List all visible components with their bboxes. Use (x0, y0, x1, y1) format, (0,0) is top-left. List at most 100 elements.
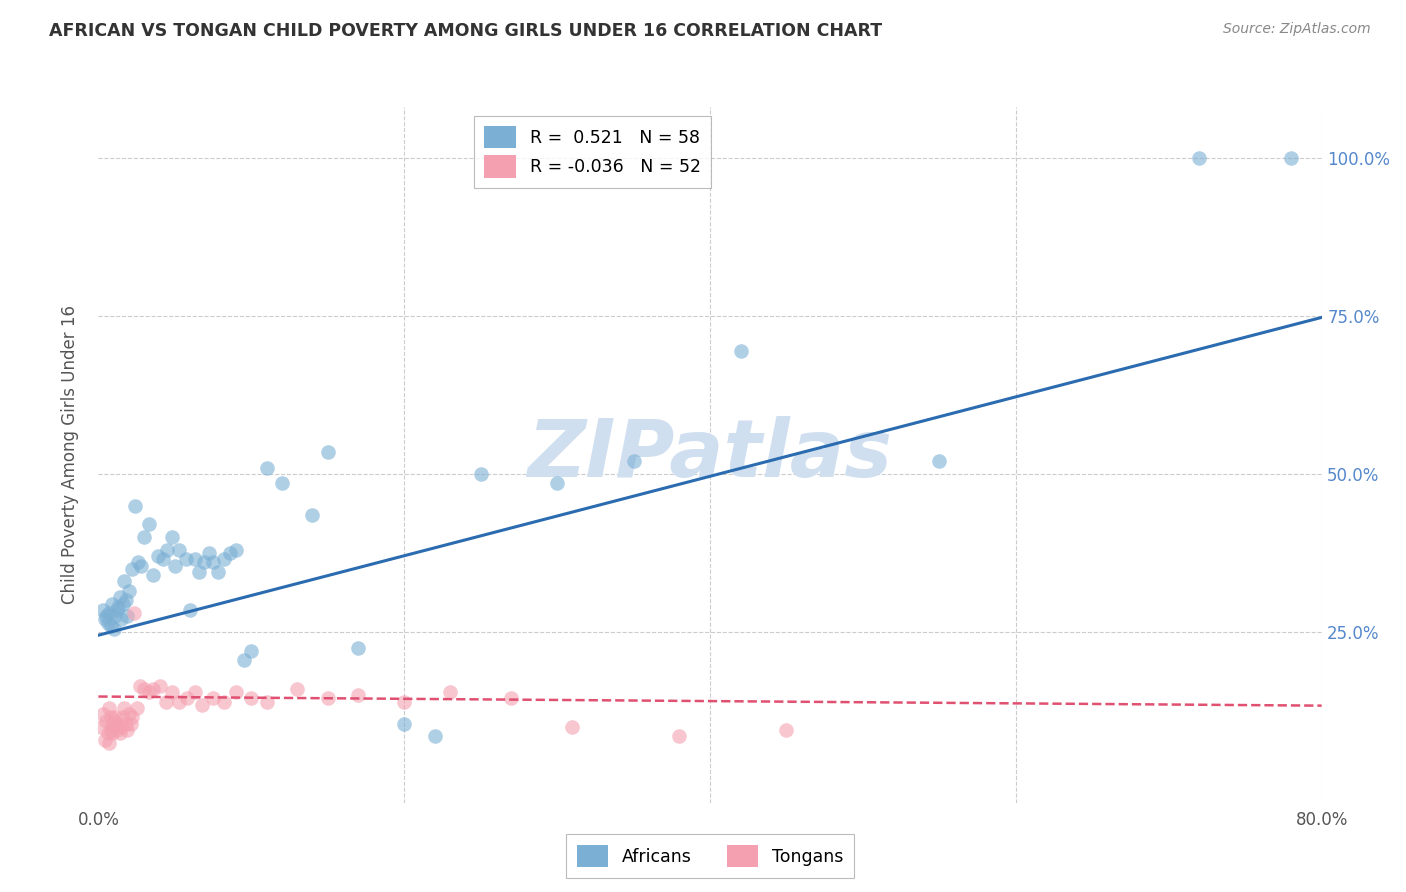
Point (103, 622, 125, 636)
Point (347, 640, 370, 655)
Point (219, 546, 242, 560)
Point (285, 681, 308, 696)
Point (101, 726, 124, 740)
Point (191, 698, 214, 712)
Point (501, 691, 523, 706)
Point (125, 701, 148, 715)
Point (121, 562, 143, 576)
Point (138, 517, 160, 532)
Point (470, 467, 492, 481)
Point (160, 685, 183, 699)
Point (256, 695, 278, 709)
Point (668, 730, 690, 744)
Point (98, 736, 121, 750)
Point (179, 603, 201, 617)
Point (107, 716, 129, 731)
Point (97, 726, 120, 740)
Point (316, 691, 339, 706)
Point (775, 723, 797, 737)
Point (623, 454, 645, 468)
Point (347, 688, 370, 702)
Point (207, 565, 229, 579)
Point (101, 716, 124, 731)
Point (134, 681, 156, 696)
Point (100, 618, 122, 632)
Point (142, 681, 165, 696)
Point (134, 530, 156, 544)
Point (101, 597, 124, 611)
Point (124, 499, 146, 513)
Point (156, 542, 179, 557)
Point (197, 546, 219, 560)
Point (212, 552, 235, 566)
Point (188, 565, 211, 579)
Point (117, 609, 139, 624)
Point (122, 606, 145, 620)
Point (176, 691, 198, 706)
Point (112, 574, 135, 589)
Point (97, 615, 120, 630)
Point (169, 695, 191, 709)
Point (111, 597, 134, 611)
Point (155, 695, 177, 709)
Point (120, 716, 142, 731)
Point (546, 476, 568, 491)
Point (270, 476, 292, 491)
Point (193, 556, 215, 570)
Point (110, 720, 132, 734)
Point (107, 599, 129, 614)
Point (115, 593, 138, 607)
Point (100, 723, 122, 737)
Point (256, 460, 278, 475)
Text: ZIPatlas: ZIPatlas (527, 416, 893, 494)
Point (127, 556, 149, 570)
Point (138, 685, 160, 699)
Point (423, 730, 446, 744)
Point (561, 720, 583, 734)
Point (90, 720, 112, 734)
Point (202, 691, 225, 706)
Point (104, 710, 127, 724)
Text: Source: ZipAtlas.com: Source: ZipAtlas.com (1223, 22, 1371, 37)
Point (1188, 151, 1211, 165)
Point (108, 591, 131, 605)
Point (94, 714, 117, 728)
Point (240, 644, 263, 658)
Point (110, 612, 132, 626)
Point (91, 603, 114, 617)
Point (103, 720, 125, 734)
Point (392, 716, 416, 731)
Point (142, 568, 165, 582)
Point (232, 653, 254, 667)
Point (93, 612, 115, 626)
Point (301, 508, 323, 522)
Point (129, 558, 152, 573)
Point (93, 732, 115, 747)
Y-axis label: Child Poverty Among Girls Under 16: Child Poverty Among Girls Under 16 (60, 305, 79, 605)
Point (316, 444, 339, 458)
Point (100, 710, 122, 724)
Point (146, 549, 169, 563)
Point (105, 723, 128, 737)
Point (439, 685, 461, 699)
Point (98, 701, 121, 715)
Legend: Africans, Tongans: Africans, Tongans (567, 835, 853, 878)
Point (104, 609, 127, 624)
Point (184, 685, 207, 699)
Point (91, 707, 114, 722)
Point (115, 716, 138, 731)
Point (392, 695, 416, 709)
Point (94, 609, 117, 624)
Point (163, 558, 186, 573)
Point (184, 552, 207, 566)
Point (111, 710, 134, 724)
Text: AFRICAN VS TONGAN CHILD POVERTY AMONG GIRLS UNDER 16 CORRELATION CHART: AFRICAN VS TONGAN CHILD POVERTY AMONG GI… (49, 22, 883, 40)
Point (149, 679, 172, 693)
Point (225, 542, 247, 557)
Point (160, 530, 183, 544)
Point (240, 691, 263, 706)
Point (108, 726, 131, 740)
Point (928, 454, 950, 468)
Point (121, 710, 143, 724)
Point (169, 542, 191, 557)
